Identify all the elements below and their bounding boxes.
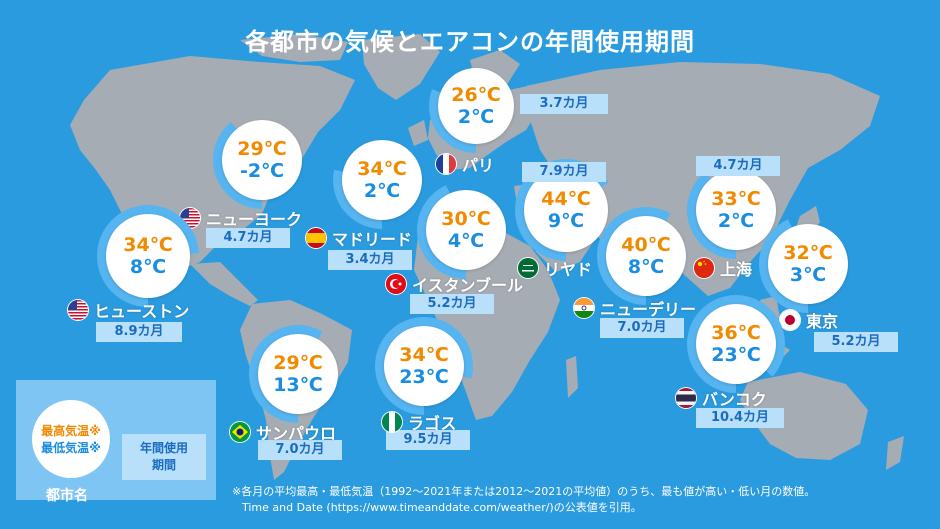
max-temperature: 29℃: [273, 352, 323, 374]
max-temperature: 34℃: [123, 234, 173, 256]
usage-duration-label: 7.0カ月: [258, 440, 342, 460]
city-name-text: バンコク: [702, 390, 767, 409]
footnote: ※各月の平均最高・最低気温（1992～2021年または2012～2021の平均値…: [232, 484, 932, 516]
legend-low-label: 最低気温※: [41, 441, 101, 455]
usage-duration-label: 7.0カ月: [600, 318, 684, 338]
city-name: ニューヨーク: [180, 206, 302, 230]
city-name-text: サンパウロ: [256, 424, 337, 443]
legend-high-label: 最高気温※: [41, 424, 101, 438]
footnote-line-2: Time and Date (https://www.timeanddate.c…: [242, 501, 642, 514]
max-temperature: 33℃: [711, 188, 761, 210]
min-temperature: 2℃: [717, 210, 755, 232]
usage-duration-label: 5.2カ月: [410, 294, 494, 314]
min-temperature: 3℃: [789, 264, 827, 286]
max-temperature: 34℃: [399, 344, 449, 366]
city-temperature-circle: 36℃ 23℃: [696, 304, 776, 384]
min-temperature: 4℃: [447, 230, 485, 252]
city-name-text: 東京: [806, 312, 839, 331]
usage-duration-label: 4.7カ月: [696, 156, 780, 176]
china-flag-icon: [694, 258, 714, 278]
usage-duration-label: 5.2カ月: [814, 332, 898, 352]
min-temperature: 2℃: [457, 106, 495, 128]
max-temperature: 44℃: [541, 188, 591, 210]
max-temperature: 40℃: [621, 234, 671, 256]
usage-duration-label: 7.9カ月: [522, 162, 606, 182]
city-name-text: 上海: [720, 260, 753, 279]
city-temperature-circle: 33℃ 2℃: [696, 170, 776, 250]
city-name-text: ラゴス: [408, 414, 457, 433]
min-temperature: 23℃: [711, 344, 761, 366]
page-title: 各都市の気候とエアコンの年間使用期間: [245, 28, 695, 56]
city-temperature-circle: 30℃ 4℃: [426, 190, 506, 270]
legend-duration-label: 年間使用 期間: [122, 434, 206, 480]
city-name: リヤド: [518, 256, 592, 280]
city-temperature-circle: 34℃ 2℃: [342, 140, 422, 220]
city-name: ニューデリー: [574, 296, 696, 320]
city-name: サンパウロ: [230, 420, 336, 444]
max-temperature: 30℃: [441, 208, 491, 230]
usage-duration-label: 9.5カ月: [386, 430, 470, 450]
max-temperature: 26℃: [451, 84, 501, 106]
spain-flag-icon: [306, 228, 326, 248]
city-name: バンコク: [676, 386, 767, 410]
city-name-text: ヒューストン: [94, 302, 190, 321]
city-name-text: ニューヨーク: [206, 210, 303, 229]
max-temperature: 32℃: [783, 242, 833, 264]
legend-circle: 最高気温※ 最低気温※: [32, 400, 110, 478]
city-name: ヒューストン: [68, 298, 189, 322]
min-temperature: 8℃: [627, 256, 665, 278]
min-temperature: 8℃: [129, 256, 167, 278]
thailand-flag-icon: [676, 388, 696, 408]
turkey-flag-icon: [386, 274, 406, 294]
city-name-text: マドリード: [332, 230, 413, 249]
city-temperature-circle: 32℃ 3℃: [768, 224, 848, 304]
city-name-text: リヤド: [544, 260, 593, 279]
usage-duration-label: 3.7カ月: [520, 94, 608, 114]
min-temperature: 9℃: [547, 210, 585, 232]
city-name-text: ニューデリー: [600, 300, 697, 319]
city-temperature-circle: 34℃ 8℃: [106, 214, 190, 298]
legend-city-label: 都市名: [46, 488, 88, 504]
footnote-line-1: ※各月の平均最高・最低気温（1992～2021年または2012～2021の平均値…: [232, 485, 816, 498]
max-temperature: 36℃: [711, 322, 761, 344]
brazil-flag-icon: [230, 422, 250, 442]
city-name: マドリード: [306, 226, 412, 250]
min-temperature: 2℃: [363, 180, 401, 202]
city-temperature-circle: 29℃ -2℃: [222, 120, 302, 200]
min-temperature: -2℃: [239, 160, 285, 182]
city-name: ラゴス: [382, 410, 456, 434]
nigeria-flag-icon: [382, 412, 402, 432]
max-temperature: 29℃: [237, 138, 287, 160]
min-temperature: 13℃: [273, 374, 323, 396]
city-name-text: イスタンブール: [412, 276, 524, 295]
city-temperature-circle: 44℃ 9℃: [524, 168, 608, 252]
france-flag-icon: [436, 154, 456, 174]
usa-flag-icon: [68, 300, 88, 320]
city-temperature-circle: 34℃ 23℃: [384, 326, 464, 406]
city-temperature-circle: 29℃ 13℃: [258, 334, 338, 414]
city-name: パリ: [436, 152, 494, 176]
saudi-flag-icon: [518, 258, 538, 278]
city-name: 東京: [780, 308, 838, 332]
usage-duration-label: 10.4カ月: [696, 408, 784, 428]
city-temperature-circle: 40℃ 8℃: [606, 216, 686, 296]
usage-duration-label: 3.4カ月: [328, 250, 412, 270]
city-name: 上海: [694, 256, 752, 280]
japan-flag-icon: [780, 310, 800, 330]
city-name-text: パリ: [462, 156, 495, 175]
min-temperature: 23℃: [399, 366, 449, 388]
city-temperature-circle: 26℃ 2℃: [438, 68, 514, 144]
max-temperature: 34℃: [357, 158, 407, 180]
city-name: イスタンブール: [386, 272, 523, 296]
usage-duration-label: 8.9カ月: [96, 322, 182, 342]
india-flag-icon: [574, 298, 594, 318]
usage-duration-label: 4.7カ月: [206, 228, 290, 248]
